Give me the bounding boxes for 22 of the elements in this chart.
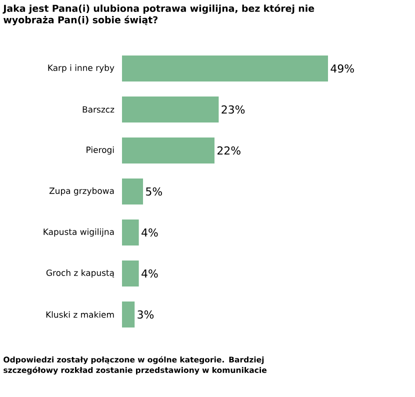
y-tick-label: Zupa grzybowa (49, 187, 114, 196)
bar (122, 138, 214, 164)
bar (122, 302, 135, 328)
bar (122, 220, 139, 246)
data-label: 4% (142, 269, 158, 278)
data-label: 4% (142, 228, 158, 237)
data-label: 22% (217, 146, 240, 155)
bar (122, 178, 144, 205)
y-tick-label: Pierogi (86, 146, 114, 155)
chart-title: Jaka jest Pana(i) ulubiona potrawa wigilijna, bez której nie wyobraża Pan(i) sobie świąt? (2, 4, 314, 26)
bar (122, 56, 328, 82)
bar (122, 260, 139, 287)
data-label: 5% (146, 187, 162, 196)
y-tick-label: Kluski z makiem (46, 311, 114, 318)
data-label: 49% (330, 64, 354, 73)
y-tick-label: Karp i inne ryby (48, 64, 114, 73)
bar (122, 96, 219, 123)
y-tick-label: Groch z kapustą (46, 269, 114, 278)
data-label: 3% (138, 310, 154, 319)
data-label: 23% (222, 105, 245, 114)
y-tick-label: Barszcz (82, 106, 114, 113)
y-tick-label: Kapusta wigilijna (44, 228, 114, 237)
